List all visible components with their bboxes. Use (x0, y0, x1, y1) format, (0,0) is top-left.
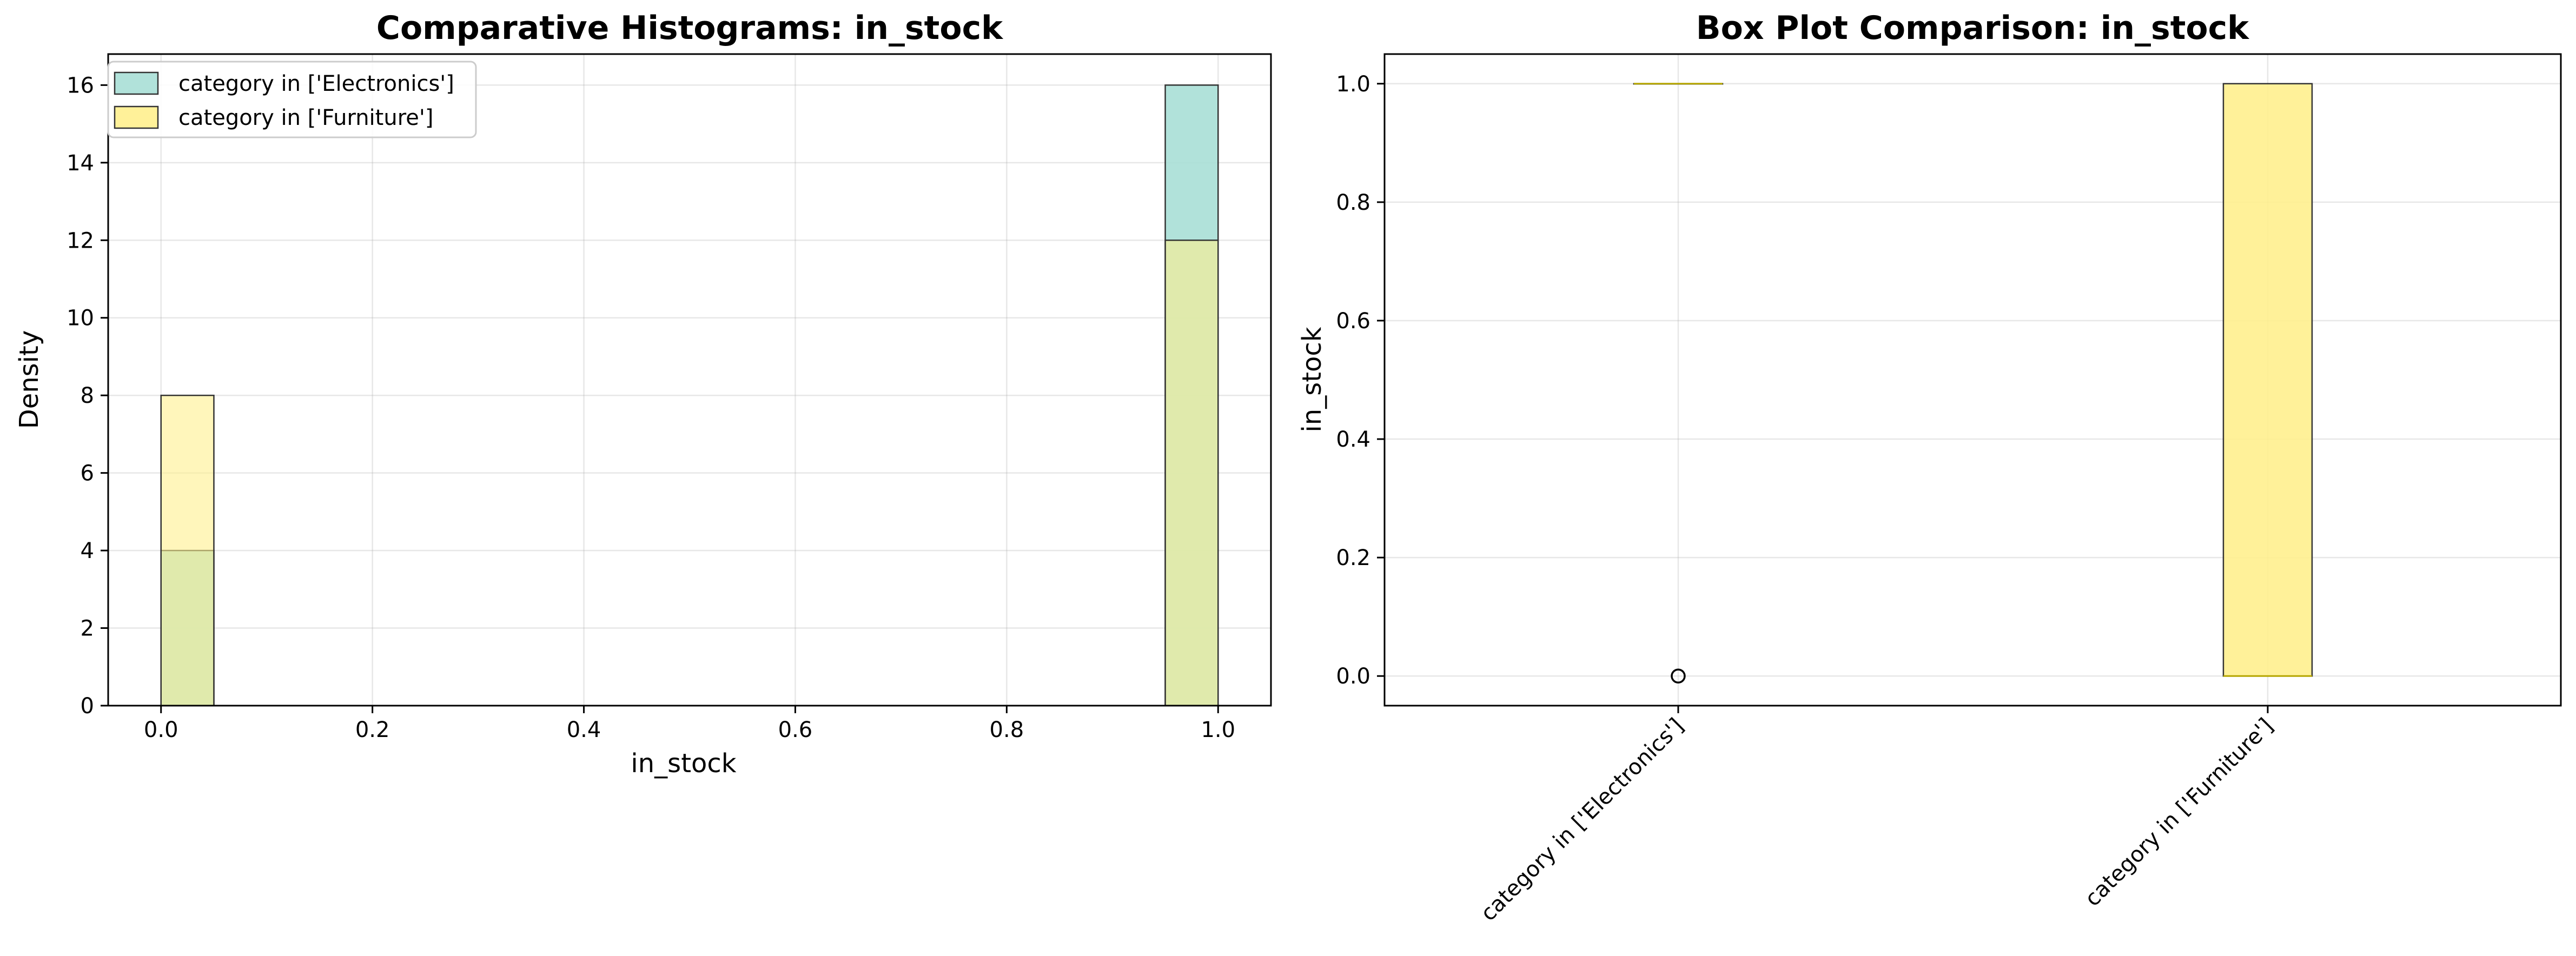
boxplot-panel: category in ['Electronics'] category in [… (1297, 9, 2562, 926)
y-tick-label: 0.6 (1336, 309, 1370, 334)
histogram-y-axis-label: Density (14, 330, 44, 429)
boxplot-plot-frame (1383, 53, 2562, 707)
y-tick-label: 0.4 (1336, 427, 1370, 452)
legend-label-furniture: category in ['Furniture'] (178, 105, 433, 130)
y-tick-label: 14 (67, 151, 94, 176)
histogram-bar (1164, 240, 1219, 707)
legend-label-electronics: category in ['Electronics'] (178, 71, 454, 96)
boxplot-x-ticks: category in ['Electronics'] category in [… (1476, 706, 2278, 926)
histogram-bars (160, 84, 1219, 707)
y-tick-label: 0.0 (1336, 664, 1370, 689)
x-tick-label: 0.2 (355, 718, 390, 742)
boxplot-y-axis-label: in_stock (1297, 327, 1327, 432)
y-tick-label: 16 (67, 73, 94, 98)
histogram-grid (108, 54, 1271, 707)
y-tick-label: 4 (81, 539, 94, 563)
boxplot-grid (1385, 54, 2561, 706)
x-tick-label: 0.6 (778, 718, 813, 742)
legend-frame (107, 61, 477, 138)
legend-swatch-electronics (114, 71, 159, 95)
histogram-plot-frame (107, 53, 1272, 707)
outlier-point (1671, 668, 1686, 683)
legend-swatch-furniture (114, 105, 159, 129)
y-tick-label: 12 (67, 228, 94, 253)
x-tick-label: category in ['Electronics'] (1476, 714, 1688, 926)
x-tick-label: 1.0 (1201, 718, 1235, 742)
x-tick-label: 0.0 (144, 718, 178, 742)
box (2222, 83, 2313, 677)
y-tick-label: 10 (67, 306, 94, 331)
y-tick-label: 1.0 (1336, 72, 1370, 97)
histogram-bar (160, 394, 215, 707)
histogram-legend: category in ['Electronics'] category in … (107, 61, 477, 138)
histogram-panel: 0.0 0.2 0.4 0.6 0.8 1.0 0 2 4 6 8 10 12 14 16 Compara… (14, 9, 1272, 779)
histogram-title: Comparative Histograms: in_stock (376, 9, 1004, 47)
y-tick-label: 6 (81, 461, 94, 486)
y-tick-label: 0 (81, 694, 94, 719)
y-tick-label: 2 (81, 616, 94, 641)
x-tick-label: 0.4 (567, 718, 601, 742)
histogram-y-ticks: 0 2 4 6 8 10 12 14 16 (67, 73, 108, 719)
x-tick-label: category in ['Furniture'] (2080, 714, 2278, 912)
y-tick-label: 8 (81, 383, 94, 408)
y-tick-label: 0.2 (1336, 546, 1370, 570)
histogram-x-ticks: 0.0 0.2 0.4 0.6 0.8 1.0 (144, 706, 1235, 742)
boxplot-y-ticks: 0.0 0.2 0.4 0.6 0.8 1.0 (1336, 72, 1385, 689)
boxplot-marks (1633, 83, 2313, 683)
histogram-x-axis-label: in_stock (631, 748, 736, 779)
y-tick-label: 0.8 (1336, 190, 1370, 215)
boxplot-title: Box Plot Comparison: in_stock (1696, 9, 2250, 47)
x-tick-label: 0.8 (990, 718, 1024, 742)
